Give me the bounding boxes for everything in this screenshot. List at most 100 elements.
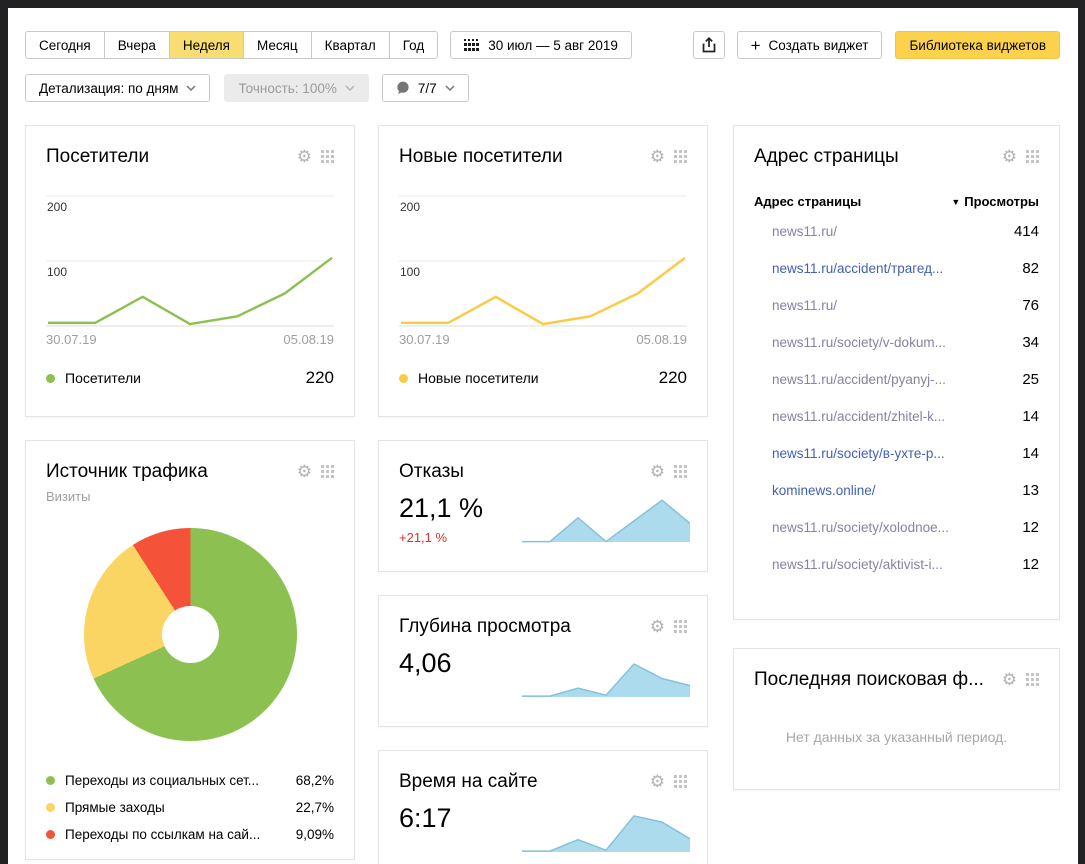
time-on-site-value: 6:17 (399, 803, 452, 833)
period-yesterday[interactable]: Вчера (104, 31, 170, 59)
widget-bounces: Отказы ⚙ 21,1 % +21,1 % (378, 440, 708, 572)
accuracy-dropdown: Точность: 100% (224, 74, 369, 102)
widget-settings-icon[interactable]: ⚙ (296, 462, 312, 481)
widget-settings-icon[interactable]: ⚙ (296, 147, 312, 166)
page-url-link[interactable]: news11.ru/accident/pyanyj-... (772, 372, 946, 387)
table-body: news11.ru/414 news11.ru/accident/трагед.… (754, 213, 1039, 583)
legend-label: Прямые заходы (65, 800, 165, 815)
widget-new-visitors: Новые посетители ⚙ 200 100 30.07.19 05.0… (378, 125, 708, 417)
detalization-dropdown[interactable]: Детализация: по дням (25, 74, 211, 102)
toolbar-filters: Детализация: по дням Точность: 100% 7/7 (25, 74, 469, 102)
widget-drag-handle-icon[interactable] (1026, 673, 1039, 686)
page-depth-sparkline[interactable] (521, 651, 691, 699)
chevron-down-icon (445, 85, 455, 91)
column-header-views[interactable]: ▼ Просмотры (951, 194, 1039, 209)
widget-drag-handle-icon[interactable] (674, 775, 687, 788)
bounce-rate-value: 21,1 % (399, 493, 484, 523)
widget-settings-icon[interactable]: ⚙ (1001, 670, 1017, 689)
chart-legend: Посетители 220 (46, 368, 334, 388)
page-url-link[interactable]: news11.ru/society/в-ухте-р... (772, 446, 945, 461)
create-widget-label: Создать виджет (768, 37, 869, 53)
legend-value: 22,7% (295, 800, 334, 815)
table-row: news11.ru/accident/zhitel-k... 14 (754, 398, 1039, 435)
widget-library-button[interactable]: Библиотека виджетов (895, 31, 1060, 59)
views-count: 76 (1022, 297, 1039, 314)
widget-drag-handle-icon[interactable] (674, 150, 687, 163)
y-axis-tick: 200 (400, 200, 421, 214)
bounce-rate-delta: +21,1 % (399, 530, 448, 545)
legend-total: 220 (305, 368, 334, 387)
time-on-site-sparkline[interactable] (521, 806, 691, 854)
legend-value: 9,09% (295, 827, 334, 842)
page-depth-value: 4,06 (399, 648, 452, 678)
widget-drag-handle-icon[interactable] (1026, 150, 1039, 163)
legend-dot (399, 373, 408, 383)
x-axis-end-label: 05.08.19 (283, 332, 334, 347)
visitors-line-chart[interactable]: 200 100 (46, 194, 334, 330)
widget-title: Адрес страницы (754, 146, 899, 167)
sort-desc-icon: ▼ (951, 197, 961, 207)
views-count: 25 (1022, 371, 1039, 388)
widget-drag-handle-icon[interactable] (321, 150, 334, 163)
bounces-sparkline[interactable] (521, 496, 691, 544)
column-header-url[interactable]: Адрес страницы (754, 194, 862, 209)
legend-item: Переходы из социальных сет... 68,2% (46, 767, 334, 794)
comment-bubble-icon (397, 81, 409, 94)
widget-settings-icon[interactable]: ⚙ (649, 772, 665, 791)
date-range-label: 30 июл — 5 авг 2019 (488, 37, 618, 53)
date-range-picker[interactable]: 30 июл — 5 авг 2019 (450, 31, 632, 59)
comments-dropdown[interactable]: 7/7 (381, 74, 469, 102)
table-row: news11.ru/society/v-dokum... 34 (754, 324, 1039, 361)
widget-settings-icon[interactable]: ⚙ (649, 617, 665, 636)
period-week[interactable]: Неделя (169, 31, 244, 59)
legend-dot (46, 803, 55, 812)
widget-drag-handle-icon[interactable] (321, 465, 334, 478)
views-count: 12 (1022, 519, 1039, 536)
widget-settings-icon[interactable]: ⚙ (1001, 147, 1017, 166)
table-row: news11.ru/76 (754, 287, 1039, 324)
widget-drag-handle-icon[interactable] (674, 620, 687, 633)
views-count: 34 (1022, 334, 1039, 351)
x-axis-start-label: 30.07.19 (46, 332, 97, 347)
views-count: 14 (1022, 445, 1039, 462)
table-row: kominews.online/13 (754, 472, 1039, 509)
views-count: 82 (1022, 260, 1039, 277)
y-axis-tick: 200 (47, 200, 68, 214)
board-column-3: Адрес страницы ⚙ Адрес страницы ▼ Просмот… (733, 125, 1060, 790)
export-button[interactable] (692, 31, 725, 59)
widget-title: Отказы (399, 461, 464, 482)
table-row: news11.ru/society/aktivist-i... 12 (754, 546, 1039, 583)
page-url-link[interactable]: news11.ru/society/xolodnoe... (772, 520, 949, 535)
widget-drag-handle-icon[interactable] (674, 465, 687, 478)
widget-subtitle: Визиты (46, 489, 91, 504)
views-count: 14 (1022, 408, 1039, 425)
y-axis-tick: 100 (400, 265, 421, 279)
page-url-link[interactable]: news11.ru/accident/zhitel-k... (772, 409, 946, 424)
views-count: 12 (1022, 556, 1039, 573)
page-url-link[interactable]: news11.ru/ (772, 298, 838, 313)
accuracy-label: Точность: 100% (238, 80, 337, 96)
widget-visitors: Посетители ⚙ 200 100 30.07.19 05.08.19 П… (25, 125, 355, 417)
page-url-link[interactable]: news11.ru/society/v-dokum... (772, 335, 946, 350)
board-column-1: Посетители ⚙ 200 100 30.07.19 05.08.19 П… (25, 125, 355, 860)
x-axis-end-label: 05.08.19 (636, 332, 687, 347)
new-visitors-line-chart[interactable]: 200 100 (399, 194, 687, 330)
page-url-link[interactable]: news11.ru/society/aktivist-i... (772, 557, 943, 572)
page-url-link[interactable]: news11.ru/ (772, 224, 838, 239)
traffic-source-pie-chart[interactable] (83, 528, 297, 741)
period-year[interactable]: Год (389, 31, 439, 59)
board-column-2: Новые посетители ⚙ 200 100 30.07.19 05.0… (378, 125, 708, 864)
table-row: news11.ru/accident/pyanyj-... 25 (754, 361, 1039, 398)
widget-last-search-phrase: Последняя поисковая ф... ⚙ Нет данных за… (733, 648, 1060, 790)
widget-page-url: Адрес страницы ⚙ Адрес страницы ▼ Просмот… (733, 125, 1060, 620)
create-widget-button[interactable]: + Создать виджет (736, 31, 883, 59)
period-today[interactable]: Сегодня (25, 31, 105, 59)
widget-settings-icon[interactable]: ⚙ (649, 147, 665, 166)
page-url-link[interactable]: news11.ru/accident/трагед... (772, 261, 944, 276)
period-quarter[interactable]: Квартал (311, 31, 390, 59)
period-month[interactable]: Месяц (243, 31, 312, 59)
page-url-link[interactable]: kominews.online/ (772, 483, 876, 498)
detalization-label: Детализация: по дням (39, 80, 179, 96)
plus-icon: + (750, 35, 761, 55)
widget-settings-icon[interactable]: ⚙ (649, 462, 665, 481)
